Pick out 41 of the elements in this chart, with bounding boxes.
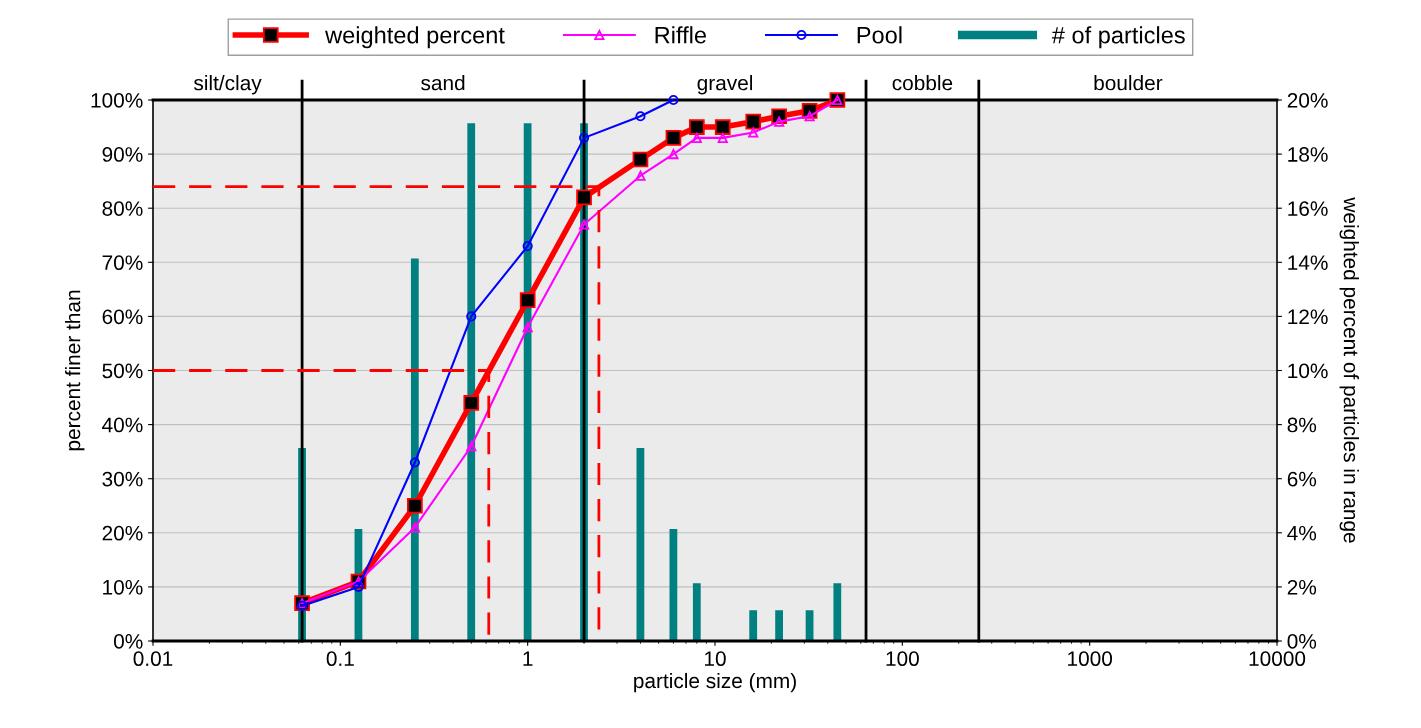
y-tick-label: 80%	[102, 201, 143, 216]
y2-tick-label: 12%	[1288, 309, 1328, 325]
x-tick-label: 0.1	[326, 651, 354, 667]
band-label: sand	[421, 75, 465, 91]
x-axis-title: particle size (mm)	[634, 672, 796, 693]
x-tick-label: 1	[523, 651, 533, 666]
y-tick-label: 40%	[102, 417, 143, 433]
x-tick-label: 0.01	[133, 651, 173, 667]
y-tick-label: 90%	[102, 147, 143, 162]
band-label: silt/clay	[193, 75, 262, 95]
legend-label: Pool	[857, 26, 902, 44]
y-tick-label: 70%	[102, 255, 143, 271]
y2-tick-label: 4%	[1287, 525, 1317, 541]
legend-label: weighted percent	[325, 26, 505, 49]
x-tick-label: 1000	[1068, 651, 1113, 667]
y-tick-label: 20%	[102, 525, 143, 541]
y-tick-label: 10%	[103, 579, 143, 595]
band-label: gravel	[697, 75, 753, 95]
y2-tick-label: 0%	[1287, 634, 1317, 649]
y2-tick-label: 8%	[1287, 417, 1317, 433]
y2-tick-label: 2%	[1287, 579, 1317, 595]
y2-tick-label: 14%	[1288, 255, 1328, 270]
y-tick-label: 0%	[113, 634, 143, 649]
y-tick-label: 60%	[102, 309, 143, 325]
y2-tick-label: 16%	[1288, 201, 1328, 216]
y-axis-title: percent finer than	[65, 290, 85, 451]
y2-axis-title: weighted percent of particles in range	[1339, 197, 1359, 543]
y2-tick-label: 18%	[1288, 147, 1328, 162]
x-tick-label: 10	[705, 651, 726, 667]
y2-tick-label: 20%	[1287, 93, 1328, 108]
y-tick-label: 50%	[102, 363, 143, 379]
band-label: cobble	[892, 75, 953, 91]
y2-tick-label: 6%	[1287, 471, 1317, 487]
band-label: boulder	[1094, 75, 1163, 91]
x-tick-label: 10000	[1249, 651, 1306, 667]
y-tick-label: 30%	[102, 471, 143, 487]
y2-tick-label: 10%	[1288, 363, 1328, 379]
legend-label: Riffle	[655, 26, 706, 44]
y-tick-label: 100%	[91, 93, 143, 108]
x-tick-label: 100	[886, 651, 919, 667]
legend-label: # of particles	[1051, 26, 1185, 49]
